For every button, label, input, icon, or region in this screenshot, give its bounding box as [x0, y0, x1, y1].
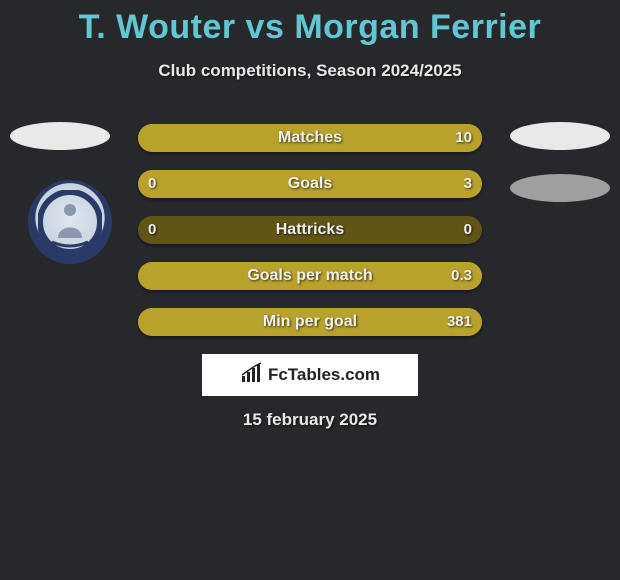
player-left-marker: [10, 122, 110, 150]
chart-icon: [240, 362, 264, 389]
bar-row-hattricks: 0 Hattricks 0: [138, 216, 482, 244]
bar-label: Goals: [138, 170, 482, 198]
bar-label: Goals per match: [138, 262, 482, 290]
player-right-marker-2: [510, 174, 610, 202]
bar-row-min-per-goal: Min per goal 381: [138, 308, 482, 336]
bar-row-goals: 0 Goals 3: [138, 170, 482, 198]
player-right-marker-1: [510, 122, 610, 150]
bar-value-right: 3: [464, 170, 472, 198]
footer-date: 15 february 2025: [0, 410, 620, 430]
footer-branding: FcTables.com: [202, 354, 418, 396]
footer-brand-text: FcTables.com: [268, 365, 380, 385]
page-title: T. Wouter vs Morgan Ferrier: [0, 0, 620, 47]
bar-value-right: 0: [464, 216, 472, 244]
bar-row-matches: Matches 10: [138, 124, 482, 152]
bar-label: Min per goal: [138, 308, 482, 336]
bar-value-right: 0.3: [451, 262, 472, 290]
comparison-bars: Matches 10 0 Goals 3 0 Hattricks 0 Goals…: [138, 124, 482, 354]
bar-value-right: 381: [447, 308, 472, 336]
bar-label: Hattricks: [138, 216, 482, 244]
bar-label: Matches: [138, 124, 482, 152]
season-subtitle: Club competitions, Season 2024/2025: [0, 61, 620, 81]
bar-row-goals-per-match: Goals per match 0.3: [138, 262, 482, 290]
club-badge-icon: [28, 180, 112, 264]
bar-value-right: 10: [455, 124, 472, 152]
